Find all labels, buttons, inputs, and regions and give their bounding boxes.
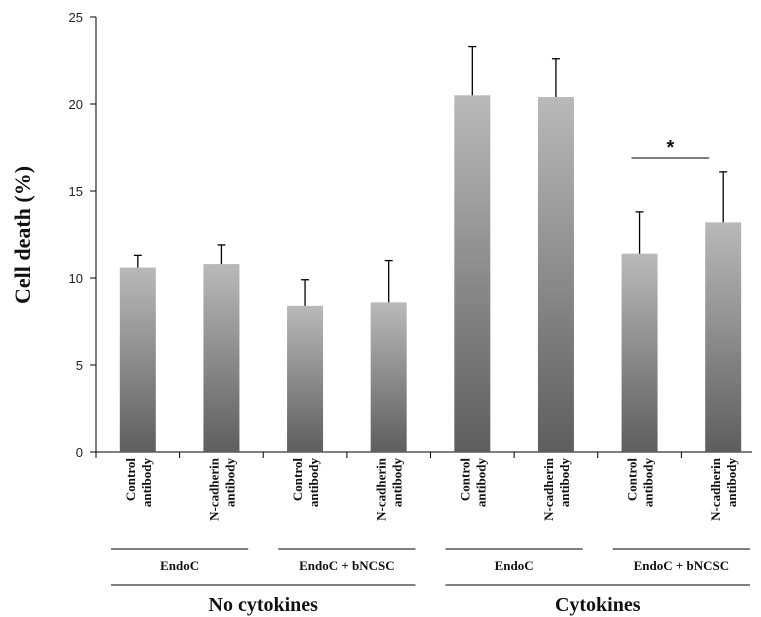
y-tick-label: 0 <box>76 445 83 460</box>
y-axis-label: Cell death (%) <box>10 166 35 304</box>
group-label: EndoC + bNCSC <box>299 558 395 573</box>
bar <box>454 95 491 453</box>
y-tick-label: 15 <box>69 184 83 199</box>
x-category-label: N-cadherinantibody <box>541 457 572 521</box>
group-label: EndoC + bNCSC <box>634 558 730 573</box>
y-tick-label: 5 <box>76 358 83 373</box>
bar <box>537 97 574 452</box>
y-tick-label: 20 <box>69 97 83 112</box>
x-category-label-line: Control <box>457 458 472 501</box>
y-tick-label: 10 <box>69 271 83 286</box>
significance-marker: * <box>666 137 674 159</box>
x-category-label-line: N-cadherin <box>541 457 556 521</box>
bar <box>705 222 742 452</box>
x-category-label: N-cadherinantibody <box>206 457 237 521</box>
group-label: EndoC <box>495 558 534 573</box>
x-category-label-line: Control <box>290 458 305 501</box>
x-category-label: Controlantibody <box>457 458 488 508</box>
supergroup-label: No cytokines <box>209 594 319 616</box>
bar <box>621 253 658 452</box>
x-category-label-line: antibody <box>641 458 656 508</box>
x-category-label: N-cadherinantibody <box>708 457 739 521</box>
x-category-label-line: antibody <box>473 458 488 508</box>
x-category-label-line: Control <box>123 458 138 501</box>
bar <box>370 302 407 452</box>
bar <box>203 264 240 452</box>
x-category-label-line: antibody <box>139 458 154 508</box>
x-category-label-line: N-cadherin <box>708 457 723 521</box>
group-label: EndoC <box>160 558 199 573</box>
bar <box>287 305 324 452</box>
supergroup-label: Cytokines <box>555 594 641 616</box>
y-tick-label: 25 <box>69 10 83 25</box>
x-category-label-line: antibody <box>557 458 572 508</box>
x-category-label: N-cadherinantibody <box>374 457 405 521</box>
x-category-label-line: N-cadherin <box>374 457 389 521</box>
bar <box>119 267 156 452</box>
x-category-label: Controlantibody <box>123 458 154 508</box>
x-category-label-line: N-cadherin <box>206 457 221 521</box>
x-category-label-line: antibody <box>222 458 237 508</box>
x-category-label: Controlantibody <box>290 458 321 508</box>
x-category-label-line: Control <box>625 458 640 501</box>
x-category-label-line: antibody <box>306 458 321 508</box>
x-category-label-line: antibody <box>724 458 739 508</box>
x-category-label: Controlantibody <box>625 458 656 508</box>
x-category-label-line: antibody <box>390 458 405 508</box>
